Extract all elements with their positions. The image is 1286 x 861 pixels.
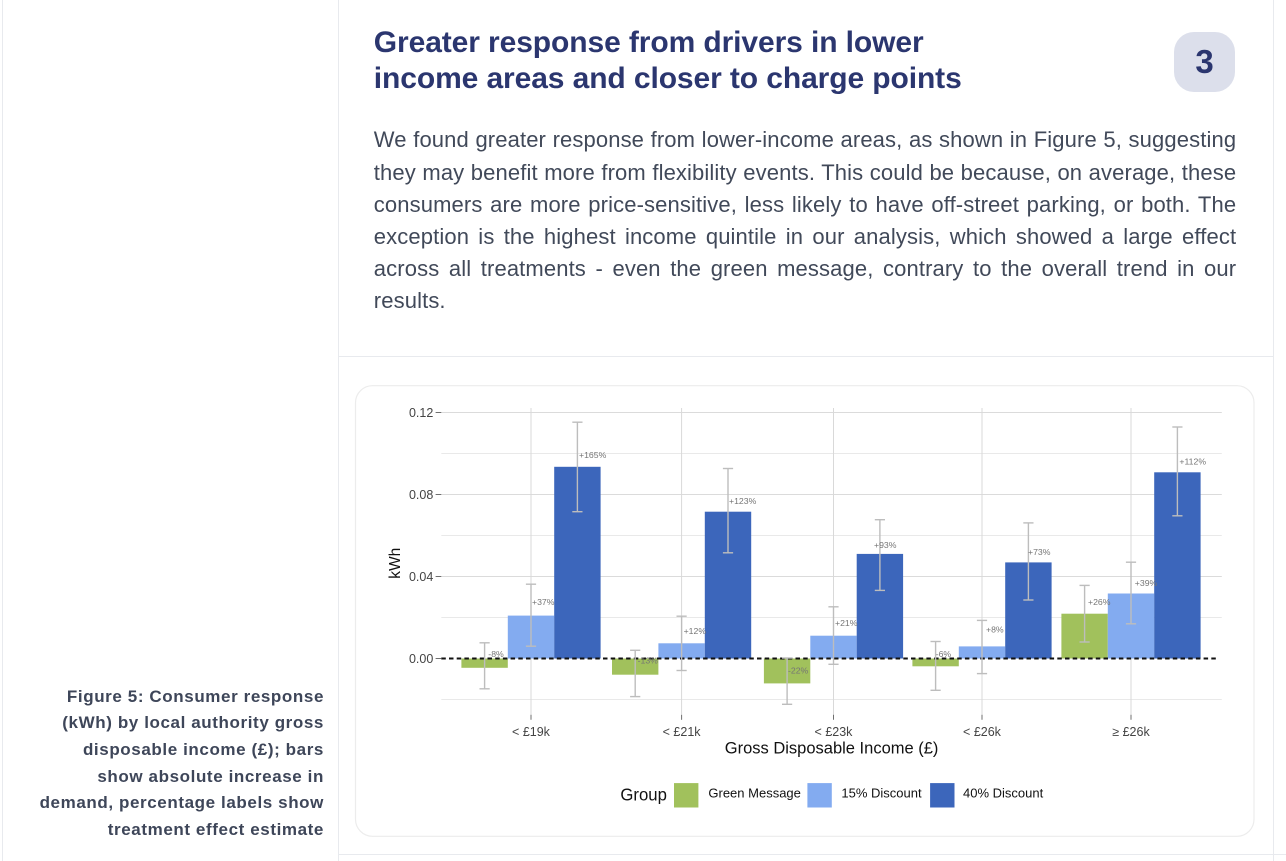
svg-text:+93%: +93% — [874, 540, 897, 550]
svg-text:+123%: +123% — [729, 496, 757, 506]
svg-text:< £23k: < £23k — [815, 725, 854, 739]
svg-text:-22%: -22% — [788, 666, 809, 676]
svg-text:+26%: +26% — [1088, 597, 1111, 607]
svg-text:0.12: 0.12 — [409, 406, 433, 420]
svg-text:+12%: +12% — [684, 626, 707, 636]
svg-text:Green Message: Green Message — [708, 786, 801, 801]
svg-text:0.08: 0.08 — [409, 488, 433, 502]
svg-text:+39%: +39% — [1135, 578, 1158, 588]
svg-text:40% Discount: 40% Discount — [963, 786, 1044, 801]
svg-text:Gross Disposable Income (£): Gross Disposable Income (£) — [725, 740, 939, 758]
svg-text:0.00: 0.00 — [409, 652, 433, 666]
svg-text:Group: Group — [620, 784, 667, 804]
svg-text:+165%: +165% — [579, 450, 607, 460]
svg-text:< £26k: < £26k — [963, 725, 1002, 739]
svg-text:+8%: +8% — [986, 625, 1004, 635]
svg-text:+73%: +73% — [1028, 547, 1051, 557]
svg-text:+21%: +21% — [835, 618, 858, 628]
svg-text:-8%: -8% — [488, 649, 504, 659]
svg-text:< £19k: < £19k — [512, 725, 551, 739]
svg-text:-6%: -6% — [936, 649, 952, 659]
svg-text:15% Discount: 15% Discount — [841, 786, 922, 801]
svg-text:< £21k: < £21k — [663, 725, 702, 739]
svg-text:0.04: 0.04 — [409, 570, 433, 584]
svg-text:+112%: +112% — [1179, 456, 1206, 466]
svg-text:-13%: -13% — [638, 656, 659, 666]
svg-text:≥ £26k: ≥ £26k — [1112, 725, 1150, 739]
svg-text:kWh: kWh — [387, 548, 404, 579]
svg-text:+37%: +37% — [532, 597, 555, 607]
